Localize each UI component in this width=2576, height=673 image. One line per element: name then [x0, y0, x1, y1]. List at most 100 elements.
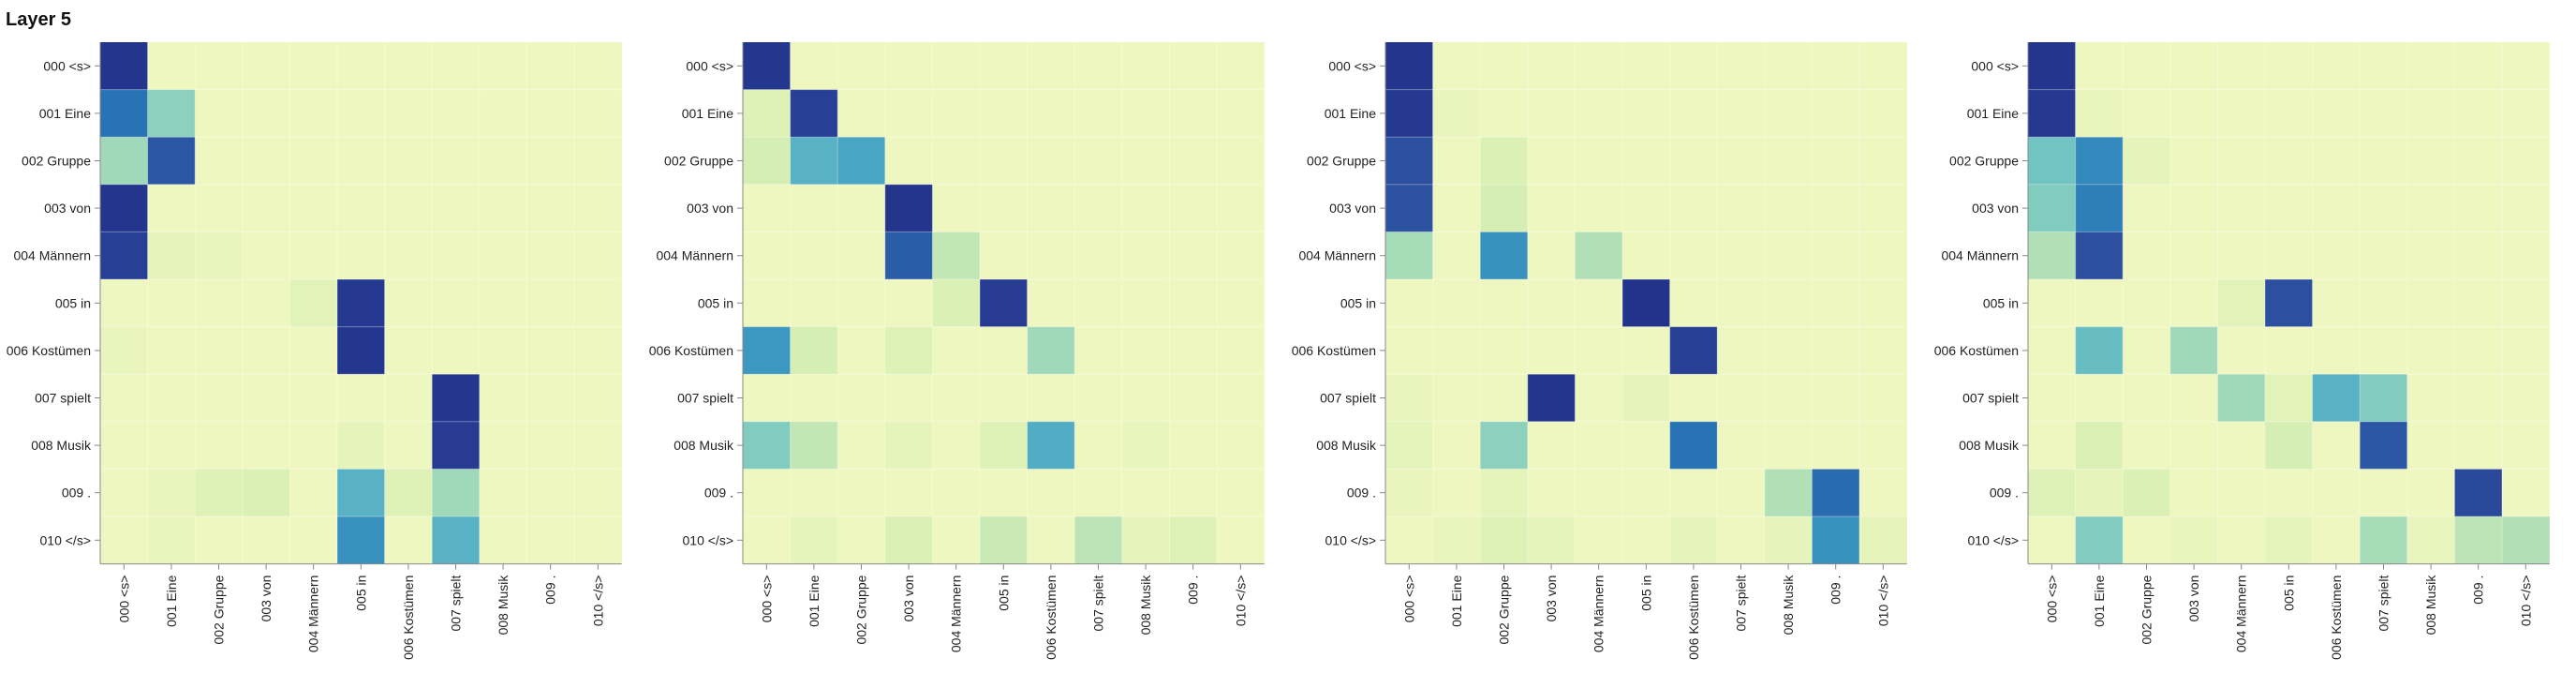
col-label: 008 Musik [496, 575, 511, 636]
heatmap-cell [337, 326, 385, 375]
heatmap-cell [837, 326, 886, 375]
heatmap-cell [479, 232, 527, 280]
heatmap-cell [2502, 374, 2550, 423]
heatmap-cell [384, 184, 433, 232]
heatmap-cell [932, 469, 981, 517]
heatmap-cell [1575, 89, 1623, 138]
heatmap-cell [2502, 232, 2550, 280]
heatmap-cell [2454, 42, 2503, 90]
heatmap-cell [2075, 326, 2124, 375]
heatmap-cell [1812, 184, 1860, 232]
heatmap-cell [932, 42, 981, 90]
heatmap-cell [1859, 326, 1907, 375]
heatmap-cell [980, 516, 1028, 564]
col-label: 001 Eine [807, 575, 822, 626]
heatmap-cell [837, 421, 886, 470]
heatmap-cell [1217, 374, 1265, 423]
heatmap-cell [1622, 374, 1670, 423]
col-label: 009 . [543, 576, 558, 605]
heatmap-panel-1: 000 <s> 001 Eine 002 Gruppe 003 von 004 Männ… [7, 42, 622, 660]
heatmap-cell [1812, 279, 1860, 327]
heatmap-cell [2502, 89, 2550, 138]
row-label: 001 Eine [39, 106, 91, 121]
col-label: 000 <s> [2044, 576, 2059, 623]
heatmap-cell [2406, 469, 2455, 517]
heatmap-cell [1074, 89, 1123, 138]
heatmap-cell [2312, 279, 2361, 327]
heatmap-cell [432, 516, 481, 564]
row-label: 000 <s> [1328, 58, 1376, 73]
heatmap-cell [1764, 469, 1813, 517]
heatmap-cell [980, 232, 1028, 280]
heatmap-cell [1432, 469, 1481, 517]
row-label: 003 von [1972, 201, 2019, 216]
heatmap-cell [1432, 232, 1481, 280]
heatmap-cell [2123, 137, 2171, 186]
heatmap-cell [195, 42, 244, 90]
heatmap-cell [2406, 516, 2455, 564]
heatmap-cell [2169, 232, 2218, 280]
col-label: 010 </s> [1875, 576, 1890, 627]
heatmap-cell [384, 421, 433, 470]
heatmap-cell [1121, 516, 1170, 564]
heatmap-cell [384, 326, 433, 375]
row-label: 010 </s> [683, 532, 734, 547]
heatmap-cell [743, 279, 791, 327]
heatmap-cell [1622, 42, 1670, 90]
heatmap-cell [526, 279, 575, 327]
heatmap-cell [1121, 232, 1170, 280]
col-label: 006 Kostümen [1044, 576, 1059, 660]
heatmap-cell [1217, 279, 1265, 327]
heatmap-cell [1575, 279, 1623, 327]
heatmap-cell [1027, 42, 1075, 90]
heatmap-cell [790, 232, 838, 280]
col-label: 009 . [2471, 576, 2486, 605]
heatmap-cell [1385, 137, 1433, 186]
heatmap-cell [479, 469, 527, 517]
heatmap-cell [743, 374, 791, 423]
heatmap-cell [337, 137, 385, 186]
heatmap-cell [1432, 421, 1481, 470]
row-label: 006 Kostümen [1292, 343, 1376, 358]
heatmap-cell [1859, 42, 1907, 90]
heatmap-cell [2312, 184, 2361, 232]
heatmap-cell [1859, 469, 1907, 517]
heatmap-cell [242, 374, 290, 423]
heatmap-cell [337, 232, 385, 280]
heatmap-cell [1859, 137, 1907, 186]
heatmap-cell [1575, 326, 1623, 375]
heatmap-cell [1169, 326, 1218, 375]
col-label: 008 Musik [1781, 575, 1796, 636]
heatmap-cell [242, 89, 290, 138]
heatmap-cell [2123, 184, 2171, 232]
heatmap-cell [479, 184, 527, 232]
heatmap-cell [790, 374, 838, 423]
heatmap-cell [2075, 89, 2124, 138]
heatmap-cell [1432, 42, 1481, 90]
heatmap-cell [289, 469, 338, 517]
heatmap-cell [1812, 137, 1860, 186]
heatmap-cell [1859, 516, 1907, 564]
row-label: 004 Männern [656, 248, 733, 263]
heatmap-cell [526, 137, 575, 186]
heatmap-cell [1575, 421, 1623, 470]
col-label: 006 Kostümen [2329, 576, 2344, 660]
heatmap-cell [2217, 89, 2266, 138]
heatmap-cell [932, 89, 981, 138]
heatmap-cell [2360, 279, 2408, 327]
heatmap-cell [2169, 42, 2218, 90]
heatmap-cell [2265, 184, 2313, 232]
col-label: 002 Gruppe [212, 575, 227, 644]
heatmap-cell [2454, 184, 2503, 232]
heatmap-cell [2360, 374, 2408, 423]
heatmap-cell [337, 184, 385, 232]
heatmap-cell [1480, 279, 1529, 327]
heatmap-cell [1575, 469, 1623, 517]
heatmap-cell [1812, 42, 1860, 90]
heatmap-cell [100, 137, 148, 186]
heatmap-cell [790, 184, 838, 232]
heatmap-cell [2028, 89, 2076, 138]
heatmap-cell [1669, 42, 1718, 90]
col-label: 007 spielt [1734, 575, 1749, 631]
